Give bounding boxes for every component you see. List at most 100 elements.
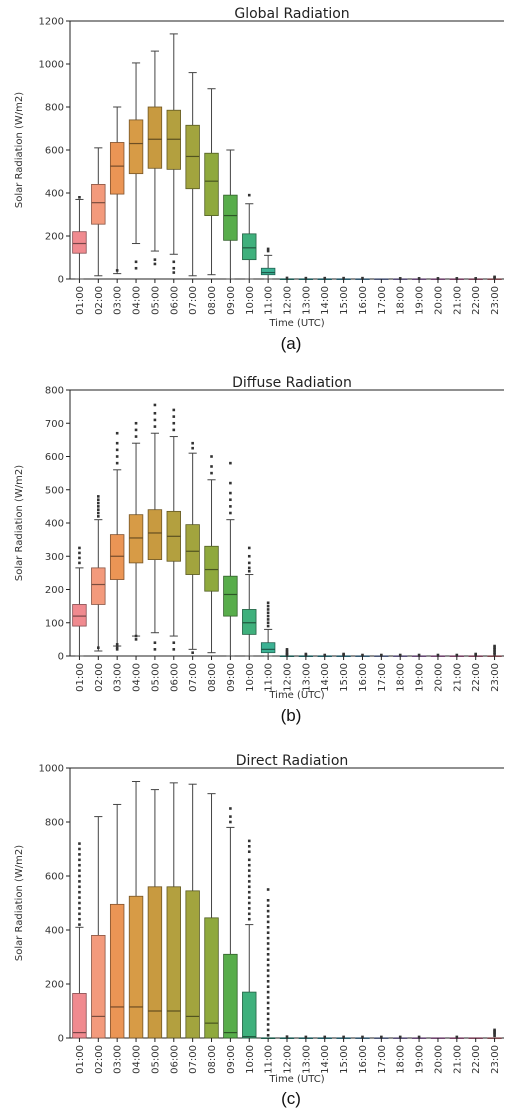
outlier-point [493,651,496,654]
x-axis-label: Time (UTC) [268,318,324,329]
outlier-point [493,646,496,649]
outlier-point [247,890,251,894]
outlier-point [247,869,251,872]
x-tick-label: 16:00 [358,286,369,315]
outlier-point [247,858,251,862]
panel-caption: (a) [281,334,302,353]
outlier-point [97,501,100,505]
x-tick-label: 11:00 [264,1045,275,1074]
box [128,895,144,1039]
x-tick-label: 18:00 [396,663,407,692]
outlier-point [191,651,194,654]
y-tick-label: 200 [45,585,64,596]
box [91,567,106,605]
box [242,991,257,1039]
outlier-point [115,269,119,272]
x-tick-label: 13:00 [301,663,312,692]
x-tick-label: 23:00 [490,1045,501,1074]
outlier-point [78,896,81,899]
box [204,545,219,592]
y-tick-label: 800 [45,818,64,829]
outlier-point [153,403,157,407]
y-tick-label: 0 [58,652,64,663]
x-tick-label: 12:00 [283,663,294,692]
outlier-point [247,880,251,883]
outlier-point [191,441,194,445]
x-tick-label: 21:00 [452,286,463,315]
outlier-point [172,408,176,412]
y-tick-label: 0 [58,1034,64,1045]
box [128,514,144,564]
outlier-point [380,653,383,657]
outlier-point [285,649,289,653]
outlier-point [304,1035,308,1039]
x-tick-label: 10:00 [245,1045,256,1074]
outlier-point [266,608,270,611]
outlier-point [436,277,440,280]
outlier-point [342,1035,345,1039]
outlier-point [493,648,496,651]
x-tick-label: 16:00 [358,1045,369,1074]
x-tick-label: 19:00 [415,286,426,315]
y-tick-label: 1000 [39,764,64,775]
box [91,183,106,225]
outlier-point [266,247,270,251]
outlier-point [342,276,345,280]
y-axis-label: Solar Radiation (W/m2) [14,845,25,961]
outlier-point [78,842,81,845]
x-tick-label: 01:00 [75,286,86,315]
outlier-point [172,415,176,418]
panel-caption: (b) [281,706,302,725]
x-tick-label: 22:00 [471,286,482,315]
x-tick-label: 02:00 [94,286,105,315]
outlier-point [398,653,402,657]
outlier-point [229,505,232,508]
y-tick-label: 200 [45,232,64,243]
outlier-point [247,896,251,899]
box [147,106,163,169]
outlier-point [266,1023,270,1026]
outlier-point [493,653,496,656]
outlier-point [153,262,157,266]
x-tick-label: 02:00 [94,1045,105,1074]
outlier-point [78,869,81,872]
outlier-point [78,880,81,883]
x-tick-label: 10:00 [245,663,256,692]
outlier-point [380,1035,383,1039]
outlier-point [455,1035,459,1039]
x-tick-label: 17:00 [377,286,388,315]
outlier-point [266,920,270,924]
y-tick-label: 400 [45,519,64,530]
outlier-point [153,641,157,644]
x-tick-label: 07:00 [188,286,199,315]
outlier-point [78,847,81,851]
box [223,575,238,617]
outlier-point [78,912,81,916]
y-tick-label: 600 [45,146,64,157]
y-tick-label: 700 [45,419,64,430]
x-tick-label: 08:00 [207,286,218,315]
outlier-point [493,644,496,648]
outlier-point [266,1012,270,1015]
box [242,609,257,635]
outlier-point [361,1035,364,1039]
y-tick-label: 200 [45,980,64,991]
y-tick-label: 400 [45,189,64,200]
outlier-point [266,990,270,994]
outlier-point [78,551,81,555]
x-tick-label: 12:00 [283,1045,294,1074]
outlier-point [229,498,232,502]
y-axis-label: Solar Radiation (W/m2) [14,92,25,208]
outlier-point [266,985,270,988]
outlier-point [361,276,364,280]
outlier-point [285,648,289,651]
x-tick-label: 15:00 [339,1045,350,1074]
outlier-point [172,266,176,270]
x-tick-label: 17:00 [377,663,388,692]
x-tick-label: 08:00 [207,663,218,692]
outlier-point [97,508,100,511]
outlier-point [247,839,251,843]
x-tick-label: 13:00 [301,286,312,315]
x-tick-label: 20:00 [433,286,444,315]
outlier-point [78,556,81,560]
